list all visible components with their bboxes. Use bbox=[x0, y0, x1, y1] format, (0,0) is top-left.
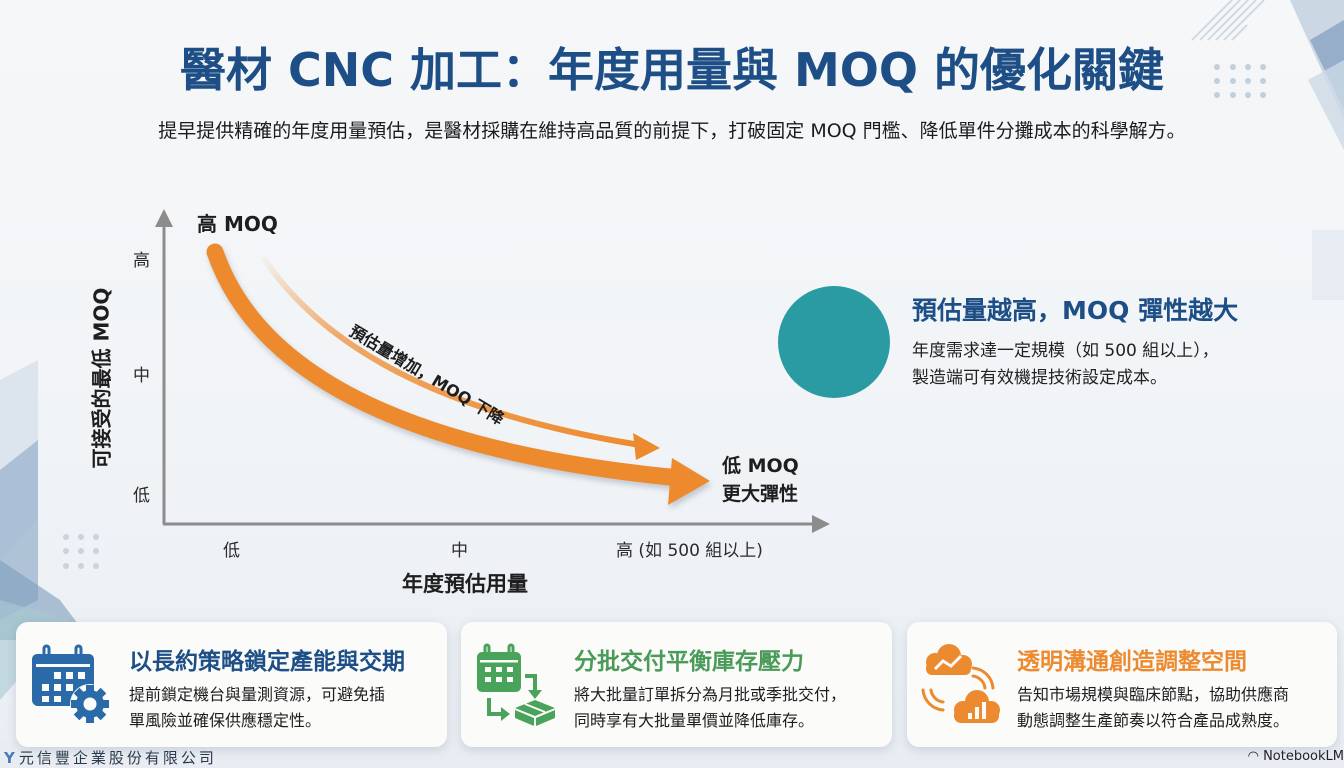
notebooklm-logo-icon: ◠ bbox=[1247, 749, 1264, 764]
label-high-moq: 高 MOQ bbox=[197, 212, 278, 236]
company-name: 元信豐企業股份有限公司 bbox=[18, 749, 217, 767]
card-body-line1: 告知市場規模與臨床節點，協助供應商 bbox=[1017, 685, 1290, 704]
calendar-box-delivery-icon bbox=[477, 643, 555, 726]
x-axis-title: 年度預估用量 bbox=[402, 572, 528, 596]
label-low-moq-line2: 更大彈性 bbox=[722, 483, 799, 505]
y-axis-title: 可接受的最低 MOQ bbox=[89, 287, 114, 469]
strategy-card-long-term: 以長約策略鎖定產能與交期 提前鎖定機台與量測資源，可避免插 單風險並確保供應穩定… bbox=[16, 622, 447, 747]
card-body-line2: 同時享有大批量單價並降低庫存。 bbox=[574, 711, 815, 730]
y-tick-low: 低 bbox=[133, 486, 150, 506]
callout-body-line1: 年度需求達一定規模（如 500 組以上）， bbox=[912, 341, 1219, 361]
card-title: 以長約策略鎖定產能與交期 bbox=[129, 649, 405, 675]
y-tick-mid: 中 bbox=[133, 366, 150, 386]
card-body: 將大批量訂單拆分為月批或季批交付， 同時享有大批量單價並降低庫存。 bbox=[574, 682, 846, 734]
card-title: 透明溝通創造調整空間 bbox=[1017, 649, 1247, 675]
brand-name: NotebookLM bbox=[1263, 749, 1344, 764]
callout-title: 預估量越高，MOQ 彈性越大 bbox=[912, 296, 1239, 325]
company-logo-icon: Y bbox=[4, 749, 15, 767]
teal-circle-marker bbox=[778, 286, 890, 398]
card-title: 分批交付平衡庫存壓力 bbox=[574, 649, 804, 675]
page-title: 醫材 CNC 加工：年度用量與 MOQ 的優化關鍵 bbox=[179, 43, 1165, 97]
label-low-moq-line1: 低 MOQ bbox=[722, 455, 799, 477]
card-body-line1: 提前鎖定機台與量測資源，可避免插 bbox=[129, 685, 386, 704]
callout-body-line2: 製造端可有效機提技術設定成本。 bbox=[912, 368, 1167, 388]
x-tick-mid: 中 bbox=[451, 541, 468, 561]
notebooklm-watermark: ◠ NotebookLM bbox=[1248, 749, 1344, 764]
trend-arrow-thin bbox=[262, 257, 660, 460]
y-axis bbox=[155, 209, 173, 524]
calendar-gear-icon bbox=[32, 644, 110, 724]
label-low-moq: 低 MOQ 更大彈性 bbox=[722, 452, 799, 508]
x-axis bbox=[163, 515, 830, 533]
card-body-line2: 動態調整生產節奏以符合產品成熟度。 bbox=[1017, 711, 1290, 730]
cloud-signal-icon bbox=[921, 644, 1000, 723]
callout-body: 年度需求達一定規模（如 500 組以上）， 製造端可有效機提技術設定成本。 bbox=[912, 338, 1219, 392]
page-subtitle: 提早提供精確的年度用量預估，是醫材採購在維持高品質的前提下，打破固定 MOQ 門… bbox=[158, 120, 1186, 142]
strategy-card-batch-delivery: 分批交付平衡庫存壓力 將大批量訂單拆分為月批或季批交付， 同時享有大批量單價並降… bbox=[461, 622, 892, 747]
company-footer: Y 元信豐企業股份有限公司 bbox=[4, 747, 217, 768]
strategy-card-transparent-communication: 透明溝通創造調整空間 告知市場規模與臨床節點，協助供應商 動態調整生產節奏以符合… bbox=[907, 622, 1337, 747]
moq-curve bbox=[206, 243, 710, 505]
card-body: 提前鎖定機台與量測資源，可避免插 單風險並確保供應穩定性。 bbox=[129, 682, 385, 734]
x-tick-high: 高 (如 500 組以上) bbox=[616, 541, 763, 561]
y-tick-high: 高 bbox=[133, 251, 150, 271]
x-tick-low: 低 bbox=[223, 541, 240, 561]
card-body-line1: 將大批量訂單拆分為月批或季批交付， bbox=[574, 685, 847, 704]
card-body-line2: 單風險並確保供應穩定性。 bbox=[129, 711, 322, 730]
card-body: 告知市場規模與臨床節點，協助供應商 動態調整生產節奏以符合產品成熟度。 bbox=[1017, 682, 1289, 734]
